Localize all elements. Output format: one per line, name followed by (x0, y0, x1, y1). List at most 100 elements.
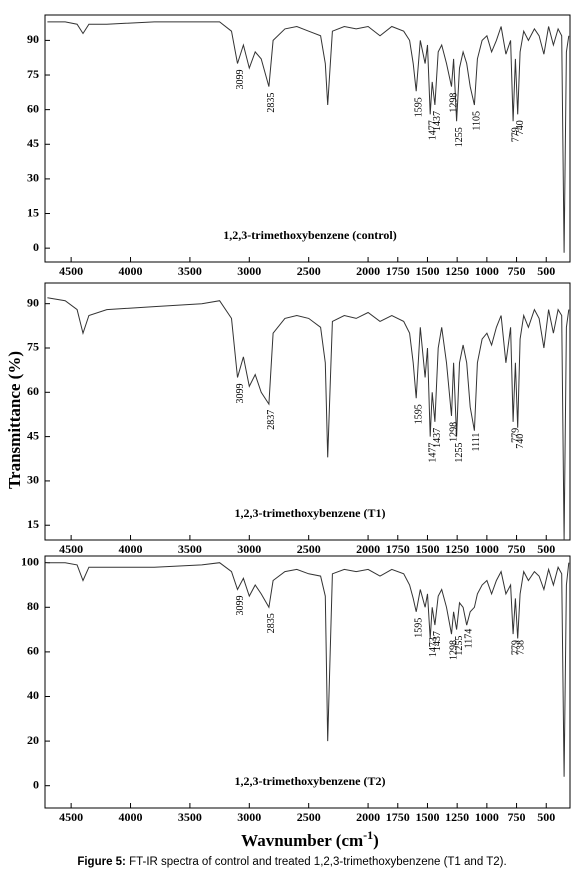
x-tick-label: 750 (508, 810, 526, 824)
y-tick-label: 90 (27, 295, 39, 309)
peak-label: 1595 (413, 618, 424, 638)
x-tick-label: 1500 (415, 264, 439, 278)
y-tick-label: 0 (33, 240, 39, 254)
y-tick-label: 60 (27, 384, 39, 398)
peak-label: 1437 (432, 428, 443, 448)
peak-label: 779 (510, 428, 521, 443)
peak-label: 1298 (449, 422, 460, 442)
y-tick-label: 60 (27, 644, 39, 658)
caption: Figure 5: FT-IR spectra of control and t… (77, 856, 506, 868)
x-tick-label: 500 (537, 810, 555, 824)
y-tick-label: 40 (27, 688, 39, 702)
peak-label: 1174 (463, 629, 474, 649)
x-tick-label: 1750 (386, 542, 410, 556)
y-tick-label: 30 (27, 171, 39, 185)
x-tick-label: 1250 (445, 264, 469, 278)
x-tick-label: 4000 (119, 264, 143, 278)
peak-label: 779 (510, 640, 521, 655)
x-label-end: ) (373, 831, 379, 850)
y-tick-label: 45 (27, 428, 39, 442)
x-tick-label: 750 (508, 542, 526, 556)
x-tick-label: 3500 (178, 264, 202, 278)
caption-label: Figure 5: (77, 856, 126, 868)
x-tick-label: 1000 (475, 810, 499, 824)
x-tick-label: 500 (537, 542, 555, 556)
x-tick-label: 2000 (356, 542, 380, 556)
peak-label: 1437 (432, 111, 443, 131)
y-tick-label: 45 (27, 136, 39, 150)
y-tick-label: 0 (33, 777, 39, 791)
x-tick-label: 1750 (386, 264, 410, 278)
x-tick-label: 3500 (178, 542, 202, 556)
y-axis-label: Transmittance (%) (5, 351, 24, 489)
x-tick-label: 750 (508, 264, 526, 278)
peak-label: 1255 (454, 636, 465, 656)
caption-text: FT-IR spectra of control and treated 1,2… (126, 856, 507, 868)
y-tick-label: 15 (27, 517, 39, 531)
x-tick-label: 3000 (237, 264, 261, 278)
peak-label: 2835 (266, 613, 277, 633)
peak-label: 738 (515, 640, 526, 655)
peak-label: 2837 (266, 410, 277, 430)
y-tick-label: 75 (27, 340, 39, 354)
peak-label: 1477 (427, 443, 438, 463)
peak-label: 740 (515, 120, 526, 135)
spectrum-line (47, 21, 570, 253)
x-label-text: Wavnumber (cm (241, 831, 363, 850)
x-tick-label: 2500 (297, 810, 321, 824)
plot-frame (44, 14, 571, 263)
x-tick-label: 4500 (59, 264, 83, 278)
x-tick-label: 4000 (119, 810, 143, 824)
peak-label: 779 (510, 127, 521, 142)
x-tick-label: 1500 (415, 810, 439, 824)
spectrum-title: 1,2,3-trimethoxybenzene (control) (223, 228, 396, 242)
peak-label: 3099 (235, 595, 246, 615)
peak-label: 1477 (427, 120, 438, 140)
x-tick-label: 3500 (178, 810, 202, 824)
y-tick-label: 60 (27, 101, 39, 115)
peak-label: 1437 (432, 631, 443, 651)
x-axis-label: Wavnumber (cm-1) (241, 828, 379, 850)
x-tick-label: 2500 (297, 264, 321, 278)
x-tick-label: 500 (537, 264, 555, 278)
x-tick-label: 2000 (356, 810, 380, 824)
peak-label: 1595 (413, 97, 424, 117)
peak-label: 3099 (235, 69, 246, 89)
peak-label: 1298 (449, 640, 460, 660)
y-tick-label: 90 (27, 32, 39, 46)
x-tick-label: 4500 (59, 810, 83, 824)
peak-label: 1255 (454, 127, 465, 147)
spectrum-line (47, 562, 570, 777)
peak-label: 3099 (235, 384, 246, 404)
x-tick-label: 1250 (445, 810, 469, 824)
peak-label: 1298 (449, 93, 460, 113)
plot-frame (44, 282, 571, 541)
spectrum-title: 1,2,3-trimethoxybenzene (T2) (235, 774, 386, 788)
x-tick-label: 1000 (475, 542, 499, 556)
x-tick-label: 2500 (297, 542, 321, 556)
x-tick-label: 1250 (445, 542, 469, 556)
y-tick-label: 20 (27, 733, 39, 747)
peak-label: 1473 (428, 637, 439, 657)
y-tick-label: 75 (27, 67, 39, 81)
peak-label: 740 (515, 434, 526, 449)
x-tick-label: 2000 (356, 264, 380, 278)
peak-label: 1595 (413, 404, 424, 424)
y-tick-label: 100 (21, 554, 39, 568)
plot-frame (44, 555, 571, 809)
x-tick-label: 1500 (415, 542, 439, 556)
x-tick-label: 1000 (475, 264, 499, 278)
y-tick-label: 30 (27, 473, 39, 487)
spectrum-title: 1,2,3-trimethoxybenzene (T1) (235, 506, 386, 520)
y-tick-label: 15 (27, 205, 39, 219)
peak-label: 1105 (472, 111, 483, 131)
x-label-sup: -1 (363, 828, 373, 842)
peak-label: 2835 (266, 93, 277, 113)
peak-label: 1111 (471, 433, 482, 452)
x-tick-label: 3000 (237, 810, 261, 824)
spectrum-line (47, 297, 570, 540)
x-tick-label: 1750 (386, 810, 410, 824)
y-tick-label: 80 (27, 599, 39, 613)
